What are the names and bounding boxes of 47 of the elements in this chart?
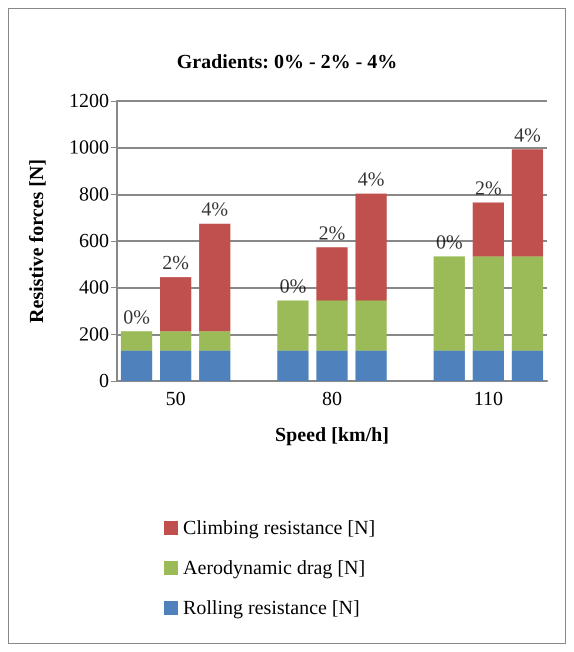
bar xyxy=(199,350,230,381)
bar xyxy=(120,331,152,351)
bar xyxy=(512,350,544,381)
annotation: 2% xyxy=(318,222,346,244)
y-tick-label: 1000 xyxy=(69,136,109,159)
bar xyxy=(355,194,387,300)
legend-label: Aerodynamic drag [N] xyxy=(183,557,366,579)
x-tick-label: 110 xyxy=(474,388,503,410)
x-axis-title: Speed [km/h] xyxy=(275,424,389,446)
bar xyxy=(277,300,309,351)
annotation: 2% xyxy=(475,178,502,200)
annotation: 4% xyxy=(358,168,384,191)
chart-title: Gradients: 0% - 2% - 4% xyxy=(176,51,398,73)
bar xyxy=(160,277,192,332)
annotation: 4% xyxy=(201,198,228,221)
y-tick-label: 0 xyxy=(99,370,109,392)
bar xyxy=(434,350,465,381)
annotation: 4% xyxy=(514,124,541,146)
bar xyxy=(316,300,348,351)
legend-label: Climbing resistance [N] xyxy=(183,517,376,539)
bar xyxy=(277,350,309,381)
y-tick-label: 600 xyxy=(79,230,109,252)
bar xyxy=(199,224,230,332)
y-tick-label: 200 xyxy=(79,323,109,346)
x-tick-label: 80 xyxy=(322,388,342,410)
bar xyxy=(512,256,544,351)
bar xyxy=(512,149,544,256)
bar xyxy=(160,350,192,381)
bar xyxy=(120,350,152,381)
y-tick-label: 400 xyxy=(79,276,109,299)
y-tick-label: 1200 xyxy=(69,90,109,112)
annotation: 2% xyxy=(162,252,189,274)
bar xyxy=(316,350,348,381)
bar xyxy=(472,202,504,256)
bar xyxy=(355,300,387,351)
annotation: 0% xyxy=(123,306,150,328)
x-tick-label: 50 xyxy=(166,388,186,410)
bar xyxy=(472,256,504,351)
bar xyxy=(316,247,348,300)
bar xyxy=(160,331,192,351)
bar xyxy=(472,350,504,381)
bar xyxy=(355,350,387,381)
bar xyxy=(199,331,230,351)
y-tick-label: 800 xyxy=(79,183,109,206)
bar xyxy=(434,256,465,351)
legend-label: Rolling resistance [N] xyxy=(183,597,360,619)
y-axis-title: Resistive forces [N] xyxy=(26,158,48,324)
